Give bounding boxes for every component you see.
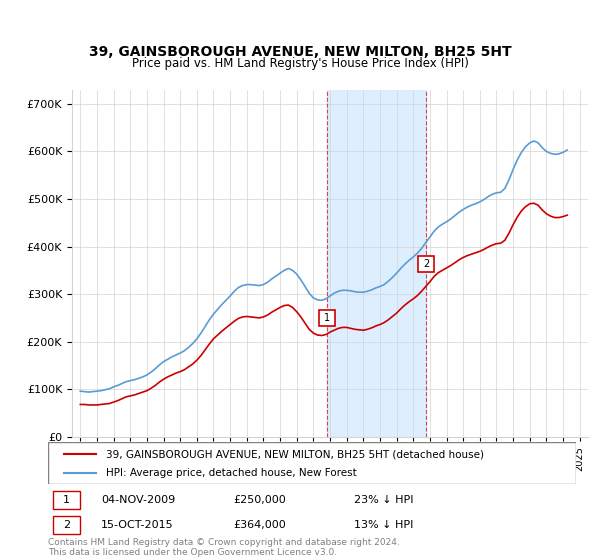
Bar [328,90,427,437]
Text: 39, GAINSBOROUGH AVENUE, NEW MILTON, BH25 5HT: 39, GAINSBOROUGH AVENUE, NEW MILTON, BH2… [89,45,511,59]
Text: Contains HM Land Registry data © Crown copyright and database right 2024.
This d: Contains HM Land Registry data © Crown c… [48,538,400,557]
Text: 1: 1 [63,495,70,505]
FancyBboxPatch shape [53,491,80,509]
Text: 39, GAINSBOROUGH AVENUE, NEW MILTON, BH25 5HT (detached house): 39, GAINSBOROUGH AVENUE, NEW MILTON, BH2… [106,449,484,459]
FancyBboxPatch shape [53,516,80,534]
Text: HPI: Average price, detached house, New Forest: HPI: Average price, detached house, New … [106,468,357,478]
Text: 1: 1 [324,313,331,323]
Text: 2: 2 [63,520,70,530]
Text: 13% ↓ HPI: 13% ↓ HPI [354,520,413,530]
Text: £364,000: £364,000 [233,520,286,530]
Text: Price paid vs. HM Land Registry's House Price Index (HPI): Price paid vs. HM Land Registry's House … [131,57,469,70]
Text: 15-OCT-2015: 15-OCT-2015 [101,520,173,530]
Text: 2: 2 [423,259,430,269]
FancyBboxPatch shape [48,442,576,484]
Text: 04-NOV-2009: 04-NOV-2009 [101,495,175,505]
Text: £250,000: £250,000 [233,495,286,505]
Text: 23% ↓ HPI: 23% ↓ HPI [354,495,414,505]
